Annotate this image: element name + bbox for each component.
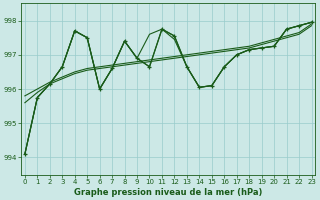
X-axis label: Graphe pression niveau de la mer (hPa): Graphe pression niveau de la mer (hPa) bbox=[74, 188, 262, 197]
